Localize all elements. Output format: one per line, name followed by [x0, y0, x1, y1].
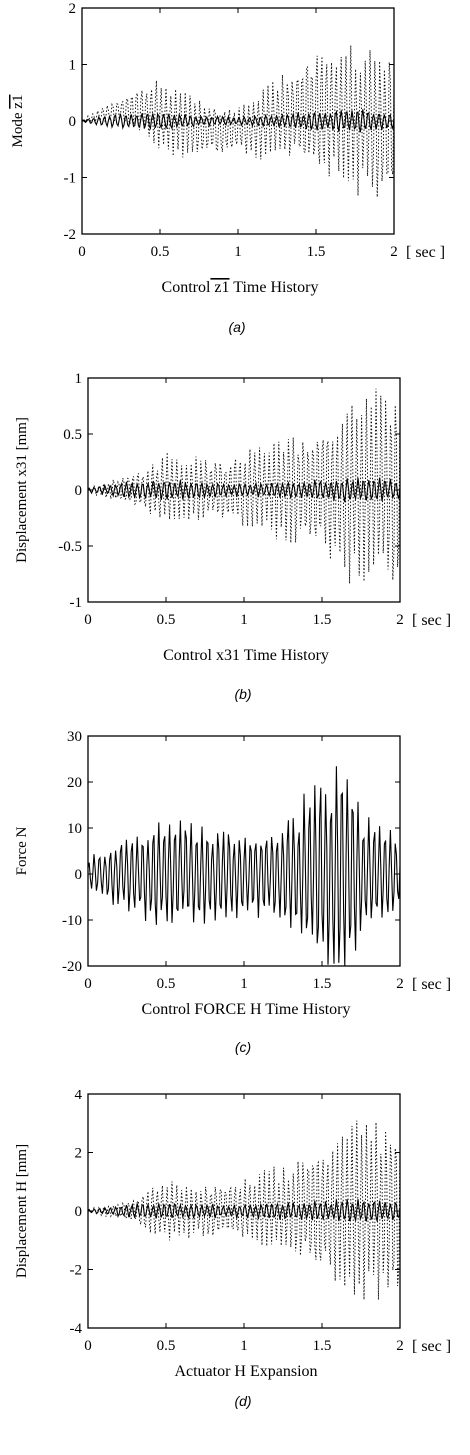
- panel-caption: (c): [235, 1039, 251, 1055]
- x-tick-label: 0.5: [157, 976, 176, 992]
- y-tick-label: 0: [69, 114, 77, 130]
- panel-caption: (a): [228, 319, 245, 335]
- y-tick-label: -4: [70, 1321, 83, 1337]
- y-tick-label: 0: [75, 1204, 83, 1220]
- x-tick-label: 0: [84, 1338, 92, 1354]
- y-axis-label: Displacement x31 [mm]: [14, 417, 30, 563]
- chart-svg-d: 0 0.5 1 1.5 2 [ sec ] 4 2 0 -2 -4 x10-3 Displacement…: [14, 1073, 451, 1409]
- y-axis-label: Displacement H [mm]: [14, 1144, 30, 1278]
- series-solid-line: [87, 477, 401, 503]
- panel-caption: (b): [234, 686, 251, 702]
- y-tick-label: -20: [62, 959, 82, 975]
- y-tick-label: -2: [64, 227, 77, 243]
- y-tick-label: -2: [70, 1263, 83, 1279]
- y-tick-label: 30: [67, 730, 82, 745]
- x-tick-label: 1: [234, 244, 242, 260]
- x-unit-label: [ sec ]: [412, 1338, 451, 1355]
- x-tick-label: 0.5: [157, 1338, 176, 1354]
- series-solid-line: [87, 1199, 401, 1222]
- x-tick-label: 1: [240, 976, 248, 992]
- x-tick-label: 0: [84, 976, 92, 992]
- x-tick-label: 1.5: [313, 1338, 332, 1354]
- chart-panel-b: 0 0.5 1 1.5 2 [ sec ] 1 0.5 0 -0.5 -1 Displacement …: [0, 370, 470, 730]
- y-tick-label: 2: [75, 1146, 83, 1162]
- chart-svg-b: 0 0.5 1 1.5 2 [ sec ] 1 0.5 0 -0.5 -1 Displacement …: [14, 371, 451, 702]
- series-solid-line: [87, 766, 401, 967]
- chart-panel-c: 0 0.5 1 1.5 2 [ sec ] 30 20 10 0 -10 -20 Force N Cont…: [0, 729, 470, 1090]
- chart-svg-a: 0 0.5 1 1.5 2 [ sec ] 2 1 0 -1 -2 Mode z1 Control z1…: [10, 1, 445, 335]
- x-tick-label: 0: [78, 244, 86, 260]
- chart-title: Control z1 Time History: [162, 279, 319, 296]
- y-tick-label: 1: [75, 371, 83, 387]
- y-tick-label: 10: [67, 821, 82, 837]
- x-tick-label: 1: [240, 612, 248, 628]
- chart-panel-d: 0 0.5 1 1.5 2 [ sec ] 4 2 0 -2 -4 x10-3 Displacement…: [0, 1073, 470, 1450]
- y-axis-label: Force N: [14, 826, 30, 875]
- x-unit-label: [ sec ]: [412, 976, 451, 993]
- y-tick-label: 0.5: [63, 427, 82, 443]
- x-unit-label: [ sec ]: [406, 244, 445, 261]
- x-unit-label: [ sec ]: [412, 612, 451, 629]
- y-exponent-label: x10-3: [90, 1090, 122, 1092]
- series-dotted-line: [87, 388, 401, 584]
- x-tick-label: 0.5: [157, 612, 176, 628]
- panel-caption: (d): [234, 1393, 251, 1409]
- x-tick-label: 1.5: [313, 976, 332, 992]
- y-tick-label: 0: [75, 867, 83, 883]
- y-tick-label: 2: [69, 1, 77, 17]
- chart-svg-c: 0 0.5 1 1.5 2 [ sec ] 30 20 10 0 -10 -20 Force N Cont…: [14, 729, 451, 1055]
- y-tick-label: 0: [75, 483, 83, 499]
- y-tick-label: -0.5: [58, 539, 82, 555]
- series-dotted-line: [81, 45, 395, 198]
- y-tick-label: 4: [75, 1090, 83, 1103]
- series-dotted-line: [87, 1120, 401, 1300]
- y-tick-label: -1: [70, 595, 83, 611]
- y-tick-label: 20: [67, 775, 82, 791]
- x-tick-label: 0: [84, 612, 92, 628]
- chart-title: Actuator H Expansion: [174, 1363, 317, 1380]
- series-solid-line: [82, 109, 395, 133]
- x-tick-label: 1.5: [313, 612, 332, 628]
- x-tick-label: 2: [396, 976, 404, 992]
- y-tick-label: 1: [69, 58, 77, 74]
- y-axis-label: Mode z1: [10, 95, 26, 148]
- chart-title: Control FORCE H Time History: [142, 1001, 351, 1018]
- chart-panel-a: 0 0.5 1 1.5 2 [ sec ] 2 1 0 -1 -2 Mode z1 Control z1…: [0, 0, 470, 360]
- y-tick-label: -1: [64, 171, 77, 187]
- x-tick-label: 2: [390, 244, 398, 260]
- x-tick-label: 1: [240, 1338, 248, 1354]
- chart-title: Control x31 Time History: [163, 647, 329, 664]
- x-tick-label: 1.5: [307, 244, 326, 260]
- x-tick-label: 0.5: [151, 244, 170, 260]
- x-tick-label: 2: [396, 1338, 404, 1354]
- x-tick-label: 2: [396, 612, 404, 628]
- y-tick-label: -10: [62, 913, 82, 929]
